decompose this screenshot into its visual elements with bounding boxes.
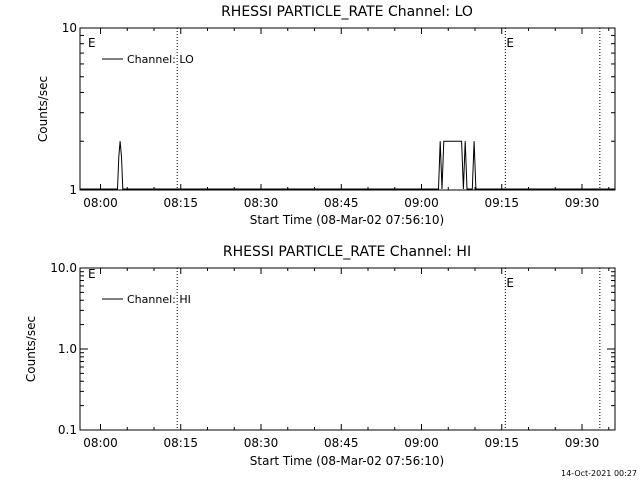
legend-lo: Channel: LO xyxy=(102,53,194,66)
x-tick-label: 09:15 xyxy=(484,436,519,450)
chart-panel-hi: RHESSI PARTICLE_RATE Channel: HI Counts/… xyxy=(24,244,616,468)
x-ticks-lo: 08:00 08:15 08:30 08:45 09:00 09:15 09:30 xyxy=(83,28,610,210)
y-tick-label: 0.1 xyxy=(58,423,77,437)
chart-panel-lo: RHESSI PARTICLE_RATE Channel: LO Counts/… xyxy=(36,4,616,227)
x-tick-label: 09:15 xyxy=(484,196,519,210)
edge-label-e-lo: E xyxy=(88,36,96,50)
x-axis-label-lo: Start Time (08-Mar-02 07:56:10) xyxy=(250,213,444,227)
x-tick-label: 09:30 xyxy=(565,436,600,450)
y-axis-label-hi: Counts/sec xyxy=(24,316,38,382)
chart-title-lo: RHESSI PARTICLE_RATE Channel: LO xyxy=(221,4,473,20)
event-markers-hi: E xyxy=(176,268,601,430)
y-tick-label: 10 xyxy=(62,21,77,35)
x-tick-label: 08:30 xyxy=(244,196,279,210)
y-ticks-hi: 0.1 1.0 10.0 xyxy=(50,261,615,437)
x-tick-label: 08:15 xyxy=(163,436,198,450)
x-tick-label: 09:00 xyxy=(404,196,439,210)
y-tick-label: 1 xyxy=(69,183,77,197)
x-tick-label: 09:30 xyxy=(565,196,600,210)
y-tick-label: 10.0 xyxy=(50,261,77,275)
x-tick-label: 08:00 xyxy=(83,436,118,450)
edge-label-e-hi: E xyxy=(88,267,96,281)
x-tick-label: 08:00 xyxy=(83,196,118,210)
x-tick-label: 08:45 xyxy=(324,196,359,210)
legend-label-hi: Channel: HI xyxy=(127,293,191,306)
x-axis-label-hi: Start Time (08-Mar-02 07:56:10) xyxy=(250,454,444,468)
y-ticks-lo: 1 10 xyxy=(62,21,615,197)
legend-hi: Channel: HI xyxy=(102,293,191,306)
event-markers-lo: E xyxy=(176,28,601,190)
chart-title-hi: RHESSI PARTICLE_RATE Channel: HI xyxy=(223,244,471,260)
plot-frame-lo xyxy=(79,27,616,191)
x-tick-label: 08:45 xyxy=(324,436,359,450)
event-marker-label: E xyxy=(506,36,514,50)
x-ticks-hi: 08:00 08:15 08:30 08:45 09:00 09:15 09:30 xyxy=(83,268,610,450)
x-tick-label: 08:15 xyxy=(163,196,198,210)
x-tick-label: 08:30 xyxy=(244,436,279,450)
event-marker-label: E xyxy=(506,276,514,290)
footer-timestamp: 14-Oct-2021 00:27 xyxy=(561,469,637,478)
series-line-lo xyxy=(80,140,615,190)
y-axis-label-lo: Counts/sec xyxy=(36,76,50,142)
legend-label-lo: Channel: LO xyxy=(127,53,194,66)
y-tick-label: 1.0 xyxy=(58,342,77,356)
x-tick-label: 09:00 xyxy=(404,436,439,450)
